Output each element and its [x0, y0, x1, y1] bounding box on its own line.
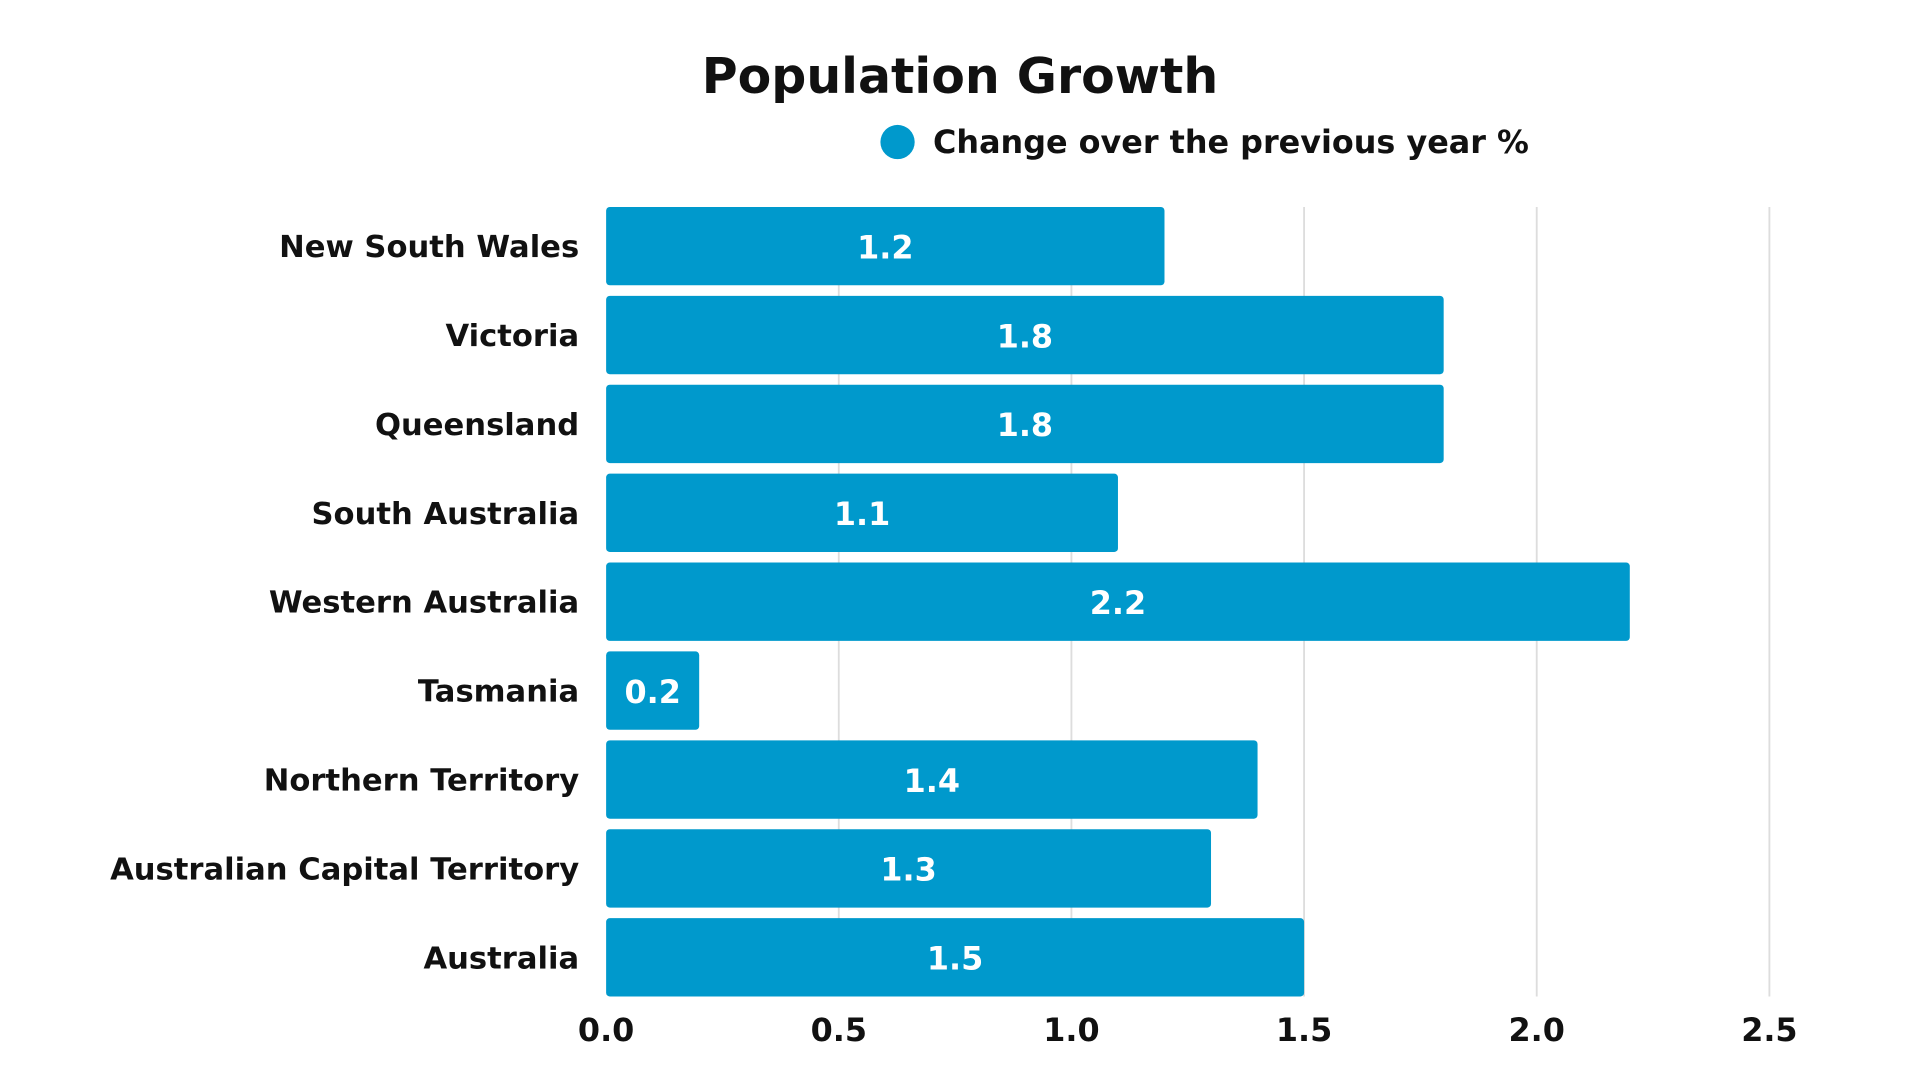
category-label: Victoria [445, 319, 579, 354]
legend-label: Change over the previous year % [933, 123, 1529, 161]
bar [606, 651, 700, 730]
bar-value-label: 2.2 [1090, 584, 1146, 622]
category-label: South Australia [312, 497, 580, 532]
bar [606, 829, 1212, 908]
category-label: Tasmania [418, 675, 579, 710]
category-label: Northern Territory [264, 764, 579, 799]
bar-value-label: 1.8 [997, 317, 1053, 355]
category-label: Australian Capital Territory [110, 852, 579, 887]
x-tick-label: 0.5 [811, 1011, 867, 1049]
bar-value-label: 1.4 [904, 762, 960, 800]
legend-marker [880, 124, 915, 160]
bar [606, 740, 1258, 819]
x-tick-label: 1.0 [1043, 1011, 1099, 1049]
category-label: Australia [423, 941, 579, 976]
x-tick-label: 2.0 [1509, 1011, 1565, 1049]
category-label: Queensland [375, 408, 579, 443]
bar-value-label: 1.1 [834, 495, 890, 533]
legend: Change over the previous year % [880, 123, 1529, 161]
bar [606, 562, 1630, 641]
chart-title: Population Growth [702, 48, 1219, 105]
bar-value-label: 1.8 [997, 406, 1053, 444]
category-label: New South Wales [279, 230, 579, 265]
bar-value-label: 0.2 [624, 673, 680, 711]
x-tick-label: 2.5 [1741, 1011, 1797, 1049]
bar-value-label: 1.3 [880, 851, 936, 889]
bar [606, 384, 1444, 464]
bar [606, 473, 1118, 552]
x-tick-label: 0.0 [578, 1011, 634, 1049]
category-label: Western Australia [269, 586, 579, 621]
x-tick-label: 1.5 [1276, 1011, 1332, 1049]
bar [606, 206, 1165, 286]
bar [606, 295, 1444, 375]
bar [606, 918, 1305, 997]
bar-value-label: 1.5 [927, 940, 983, 978]
bar-value-label: 1.2 [857, 228, 913, 266]
